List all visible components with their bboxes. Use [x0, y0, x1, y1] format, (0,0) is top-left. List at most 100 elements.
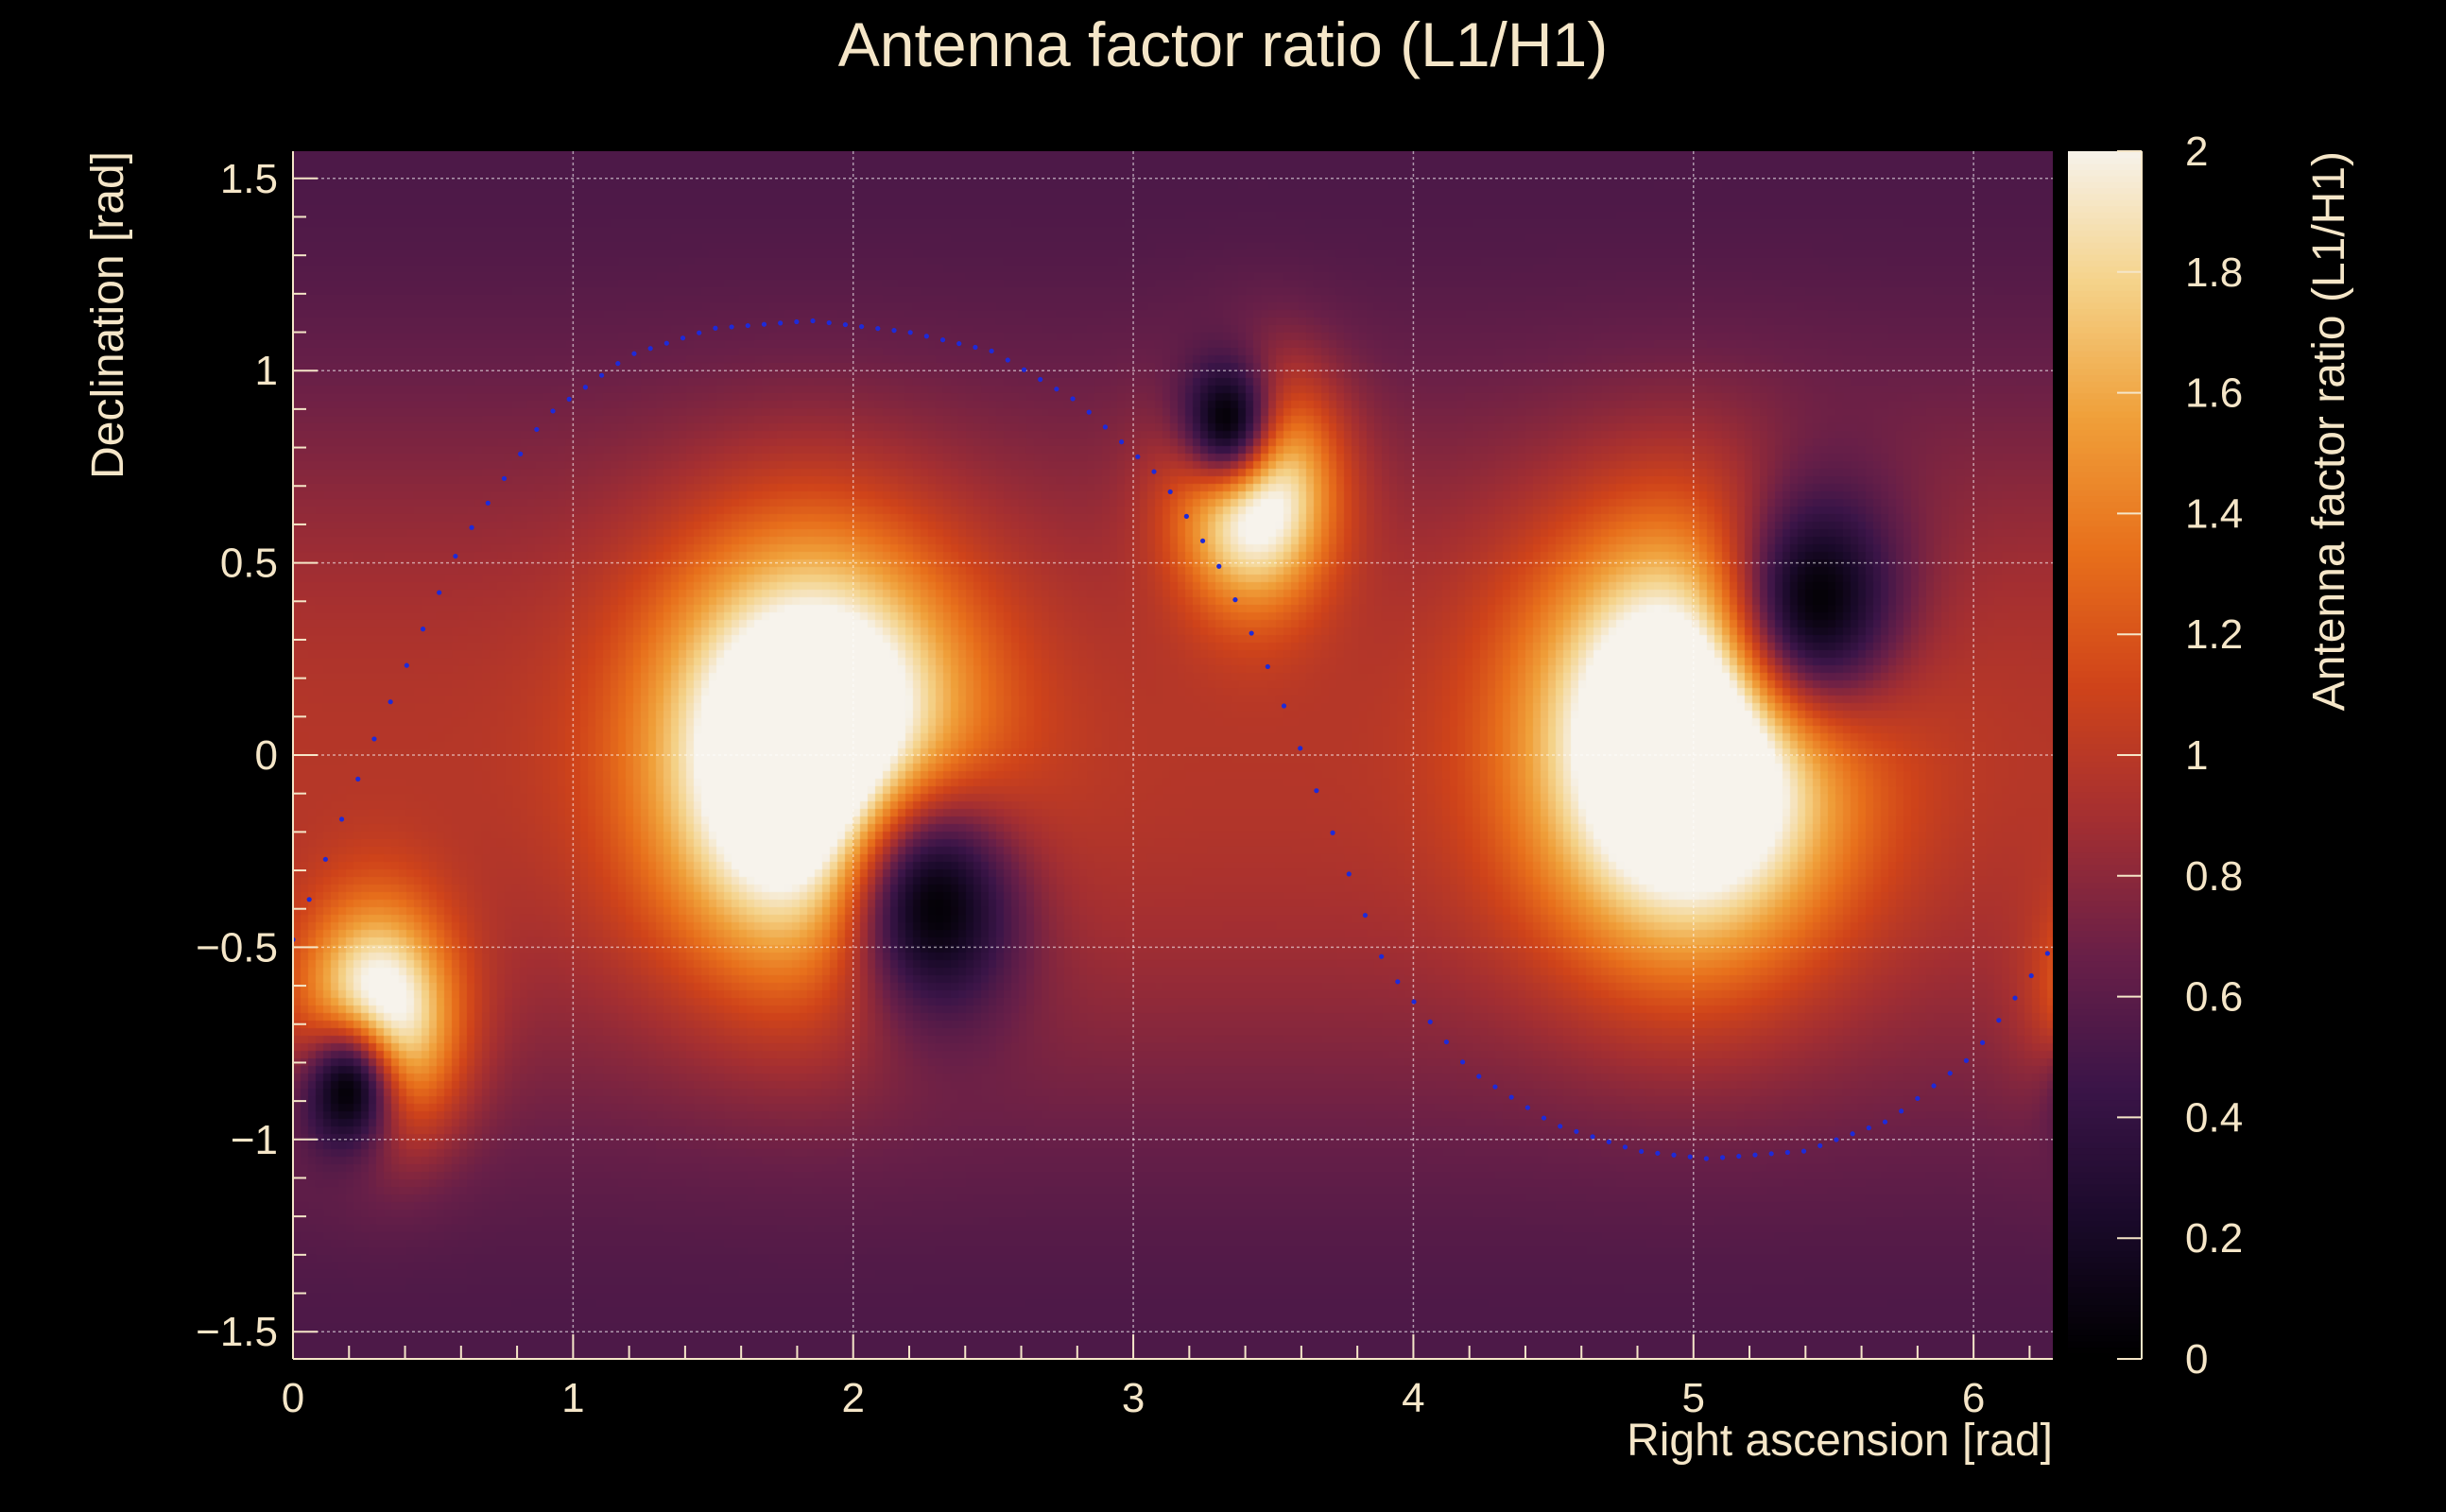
colorbar-segment — [2068, 471, 2142, 478]
chart-title: Antenna factor ratio (L1/H1) — [838, 9, 1608, 79]
curve-point — [875, 326, 881, 332]
colorbar-segment — [2068, 1021, 2142, 1028]
curve-point — [1379, 954, 1385, 959]
curve-point — [338, 816, 345, 822]
colorbar-segment — [2068, 1141, 2142, 1149]
colorbar-segment — [2068, 948, 2142, 955]
curve-point — [1330, 830, 1335, 835]
colorbar-segment — [2068, 827, 2142, 834]
colorbar-segment — [2068, 809, 2142, 816]
colorbar-segment — [2068, 1160, 2142, 1167]
y-tick-label: −1.5 — [196, 1309, 278, 1355]
colorbar-segment — [2068, 736, 2142, 745]
curve-point — [761, 321, 767, 327]
curve-point — [437, 590, 442, 595]
curve-point — [1524, 1105, 1530, 1110]
curve-point — [1135, 454, 1141, 459]
colorbar-segment — [2068, 936, 2142, 943]
colorbar-segment — [2068, 652, 2142, 660]
colorbar-segment — [2068, 404, 2142, 412]
colorbar-segment — [2068, 1105, 2142, 1112]
colorbar-segment — [2068, 766, 2142, 774]
colorbar-segment — [2068, 453, 2142, 460]
colorbar-segment — [2068, 217, 2142, 225]
x-tick-label: 5 — [1682, 1375, 1705, 1421]
colorbar-segment — [2068, 507, 2142, 515]
colorbar-segment — [2068, 537, 2142, 545]
y-tick-label: −1 — [231, 1117, 278, 1163]
curve-point — [615, 361, 621, 367]
colorbar-segment — [2068, 435, 2142, 442]
curve-point — [1882, 1119, 1888, 1125]
colorbar-segment — [2068, 1177, 2142, 1185]
colorbar-segment — [2068, 543, 2142, 551]
colorbar-segment — [2068, 851, 2142, 859]
colorbar-segment — [2068, 398, 2142, 406]
colorbar-segment — [2068, 1062, 2142, 1071]
colorbar-segment — [2068, 616, 2142, 624]
colorbar-tick-label: 0.4 — [2185, 1094, 2243, 1141]
curve-point — [907, 330, 913, 335]
curve-point — [534, 426, 540, 433]
colorbar-segment — [2068, 960, 2142, 968]
curve-point — [371, 736, 377, 742]
colorbar-segment — [2068, 519, 2142, 526]
curve-point — [1752, 1152, 1758, 1158]
x-tick-label: 1 — [561, 1375, 584, 1421]
curve-point — [1167, 489, 1173, 495]
colorbar-segment — [2068, 387, 2142, 394]
colorbar-segment — [2068, 797, 2142, 804]
colorbar-segment — [2068, 356, 2142, 364]
colorbar-segment — [2068, 912, 2142, 919]
colorbar-segment — [2068, 417, 2142, 424]
colorbar-segment — [2068, 586, 2142, 593]
colorbar-segment — [2068, 248, 2142, 255]
colorbar-segment — [2068, 1074, 2142, 1082]
curve-point — [1866, 1125, 1871, 1131]
colorbar-segment — [2068, 779, 2142, 786]
colorbar-segment — [2068, 930, 2142, 937]
colorbar-segment — [2068, 1316, 2142, 1324]
curve-point — [1346, 871, 1352, 877]
colorbar-segment — [2068, 1057, 2142, 1064]
colorbar-segment — [2068, 447, 2142, 455]
curve-point — [1980, 1040, 1986, 1045]
grid-lines — [293, 151, 2053, 1359]
curve-point — [566, 396, 572, 402]
curve-point — [501, 475, 508, 481]
colorbar-segment — [2068, 875, 2142, 883]
y-tick-label: 1 — [255, 348, 278, 394]
colorbar-segment — [2068, 1099, 2142, 1107]
curve-point — [1947, 1071, 1953, 1076]
curve-point — [1931, 1083, 1937, 1089]
colorbar-segment — [2068, 622, 2142, 629]
curve-point — [680, 335, 686, 341]
colorbar-segment — [2068, 942, 2142, 950]
curve-point — [1070, 396, 1076, 402]
colorbar-segment — [2068, 1334, 2142, 1342]
colorbar-segment — [2068, 996, 2142, 1004]
colorbar-segment — [2068, 193, 2142, 200]
colorbar-segment — [2068, 1340, 2142, 1349]
curve-point — [1362, 912, 1369, 919]
curve-point — [826, 319, 832, 326]
colorbar-segment — [2068, 923, 2142, 932]
colorbar-segment — [2068, 344, 2142, 352]
curve-point — [1411, 999, 1417, 1005]
colorbar-segment — [2068, 682, 2142, 690]
colorbar-segment — [2068, 369, 2142, 376]
colorbar-segment — [2068, 658, 2142, 665]
colorbar-segment — [2068, 319, 2142, 328]
curve-point — [1508, 1094, 1514, 1100]
colorbar-segment — [2068, 1165, 2142, 1173]
curve-point — [1232, 597, 1238, 603]
colorbar-segment — [2068, 743, 2142, 750]
curve-point — [518, 451, 524, 456]
colorbar-segment — [2068, 169, 2142, 177]
curve-point — [1443, 1039, 1449, 1045]
curve-point — [729, 324, 734, 330]
colorbar-segment — [2068, 260, 2142, 267]
curve-point — [1086, 409, 1092, 415]
colorbar-segment — [2068, 634, 2142, 642]
curve-point — [1590, 1134, 1595, 1140]
